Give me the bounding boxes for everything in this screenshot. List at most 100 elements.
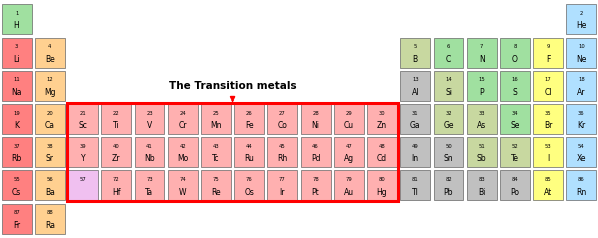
- Text: 3: 3: [15, 44, 18, 49]
- Bar: [2, 204, 32, 234]
- Text: 18: 18: [578, 77, 585, 82]
- Text: 38: 38: [47, 144, 53, 149]
- Text: Ge: Ge: [443, 121, 454, 130]
- Bar: [168, 137, 198, 167]
- Text: W: W: [179, 188, 187, 197]
- Bar: [566, 4, 596, 34]
- Text: 87: 87: [13, 210, 20, 215]
- Text: Au: Au: [344, 188, 354, 197]
- Text: 30: 30: [379, 110, 385, 115]
- Text: 11: 11: [13, 77, 20, 82]
- Text: 26: 26: [246, 110, 252, 115]
- Bar: [467, 104, 497, 134]
- Text: 43: 43: [213, 144, 219, 149]
- Text: 85: 85: [545, 177, 551, 182]
- Text: 56: 56: [47, 177, 53, 182]
- Text: Ag: Ag: [344, 154, 354, 163]
- Text: 82: 82: [445, 177, 452, 182]
- Text: Al: Al: [411, 88, 419, 97]
- Text: 40: 40: [113, 144, 120, 149]
- Text: Fe: Fe: [245, 121, 254, 130]
- Text: Ru: Ru: [244, 154, 254, 163]
- Text: Cr: Cr: [178, 121, 187, 130]
- Text: 20: 20: [47, 110, 53, 115]
- Text: 1: 1: [15, 11, 19, 16]
- Text: 2: 2: [579, 11, 583, 16]
- Bar: [234, 104, 264, 134]
- Bar: [2, 71, 32, 101]
- Text: 15: 15: [478, 77, 485, 82]
- Bar: [500, 137, 530, 167]
- Text: 24: 24: [179, 110, 186, 115]
- Text: Y: Y: [81, 154, 86, 163]
- Text: Re: Re: [211, 188, 221, 197]
- Text: Xe: Xe: [576, 154, 586, 163]
- Text: 54: 54: [578, 144, 585, 149]
- Bar: [2, 170, 32, 200]
- Bar: [566, 38, 596, 68]
- Bar: [2, 137, 32, 167]
- Text: Ta: Ta: [145, 188, 154, 197]
- Text: Si: Si: [445, 88, 452, 97]
- Bar: [2, 38, 32, 68]
- Text: 28: 28: [312, 110, 319, 115]
- Bar: [500, 38, 530, 68]
- Text: 7: 7: [480, 44, 483, 49]
- Bar: [467, 71, 497, 101]
- Bar: [301, 104, 331, 134]
- Text: 21: 21: [80, 110, 87, 115]
- Bar: [566, 71, 596, 101]
- Bar: [400, 38, 430, 68]
- Text: 31: 31: [412, 110, 419, 115]
- Bar: [434, 71, 463, 101]
- Text: Zn: Zn: [377, 121, 387, 130]
- Bar: [267, 170, 297, 200]
- Bar: [367, 137, 397, 167]
- Text: Tc: Tc: [212, 154, 219, 163]
- Text: Sc: Sc: [78, 121, 87, 130]
- Text: 78: 78: [312, 177, 319, 182]
- Bar: [35, 204, 65, 234]
- Text: 29: 29: [346, 110, 352, 115]
- Text: Ni: Ni: [312, 121, 319, 130]
- Bar: [35, 170, 65, 200]
- Bar: [334, 137, 364, 167]
- Text: 13: 13: [412, 77, 419, 82]
- Text: 19: 19: [13, 110, 20, 115]
- Text: 32: 32: [445, 110, 452, 115]
- Text: 81: 81: [412, 177, 419, 182]
- Text: Zr: Zr: [112, 154, 121, 163]
- Bar: [467, 137, 497, 167]
- Text: Ne: Ne: [576, 55, 587, 64]
- Text: 16: 16: [511, 77, 518, 82]
- Text: 83: 83: [478, 177, 485, 182]
- Bar: [500, 104, 530, 134]
- Text: 9: 9: [547, 44, 550, 49]
- Bar: [434, 137, 463, 167]
- Text: Cu: Cu: [344, 121, 354, 130]
- Bar: [533, 137, 563, 167]
- Text: 12: 12: [47, 77, 53, 82]
- Text: 55: 55: [13, 177, 20, 182]
- Text: Po: Po: [511, 188, 520, 197]
- Text: Fr: Fr: [13, 221, 20, 230]
- Text: 57: 57: [80, 177, 87, 182]
- Bar: [533, 104, 563, 134]
- Text: 73: 73: [146, 177, 153, 182]
- Text: Ir: Ir: [280, 188, 285, 197]
- Bar: [434, 170, 463, 200]
- Text: Ra: Ra: [45, 221, 55, 230]
- Text: At: At: [544, 188, 553, 197]
- Text: Rn: Rn: [576, 188, 587, 197]
- Text: 72: 72: [113, 177, 120, 182]
- Text: Hg: Hg: [377, 188, 388, 197]
- Bar: [334, 170, 364, 200]
- Text: 5: 5: [414, 44, 417, 49]
- Text: 42: 42: [179, 144, 186, 149]
- Text: Sr: Sr: [46, 154, 54, 163]
- Text: Ar: Ar: [577, 88, 585, 97]
- Text: In: In: [411, 154, 419, 163]
- Text: Pt: Pt: [312, 188, 319, 197]
- Text: Nb: Nb: [144, 154, 155, 163]
- Text: 39: 39: [80, 144, 86, 149]
